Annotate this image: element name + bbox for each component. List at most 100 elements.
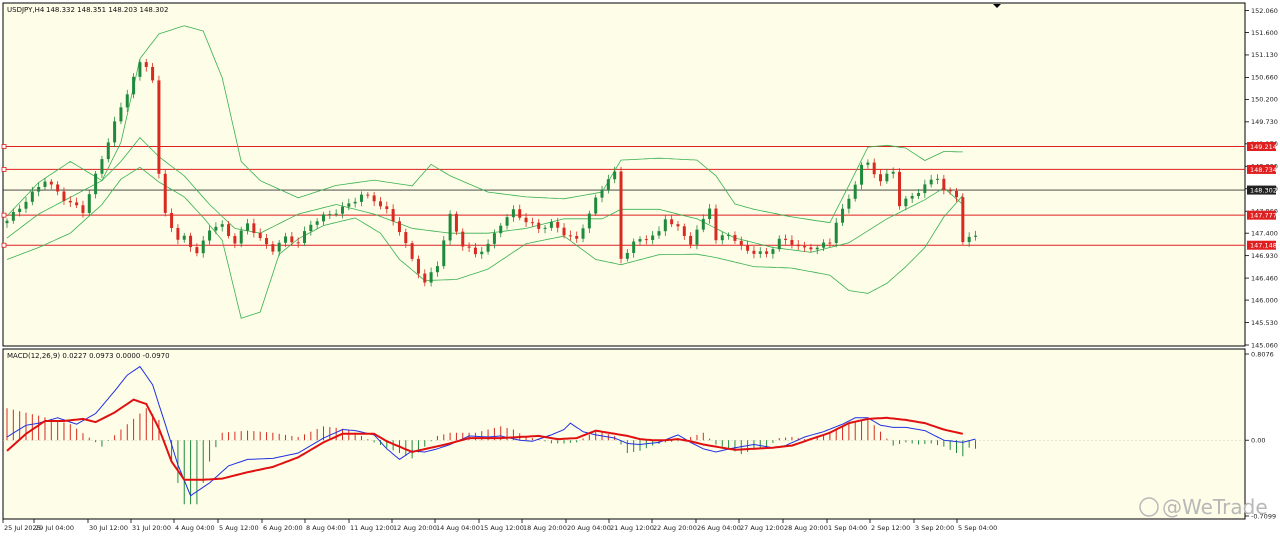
candle-body [239, 230, 243, 244]
candle-body [68, 200, 72, 203]
candle-body [796, 244, 800, 247]
candle-body [948, 190, 952, 192]
candle-body [530, 222, 534, 224]
current-price-tag [1247, 185, 1276, 195]
candle-body [879, 174, 883, 182]
candle-body [771, 249, 775, 254]
candle-body [644, 239, 648, 241]
candle-body [714, 208, 718, 241]
y-tick-label: 146.000 [1251, 296, 1278, 304]
candle-body [49, 181, 53, 185]
candle-body [910, 195, 914, 199]
candle-body [328, 214, 332, 216]
level-handle-icon [1, 242, 7, 248]
candle-body [625, 252, 629, 259]
candle-body [454, 213, 458, 232]
candle-body [549, 221, 553, 228]
candle-body [37, 186, 41, 192]
candle-body [448, 213, 452, 241]
level-price-tag [1247, 240, 1276, 250]
x-tick-label: 22 Aug 20:00 [653, 524, 697, 532]
candle-body [473, 247, 477, 255]
quote-label: 148.332 148.351 148.203 148.302 [46, 6, 168, 14]
candle-body [157, 80, 161, 174]
candle-body [416, 258, 420, 274]
candle-body [505, 217, 509, 226]
candle-body [733, 234, 737, 241]
candle-body [208, 230, 212, 241]
y-tick-label: 149.730 [1251, 118, 1278, 126]
candle-body [853, 184, 857, 199]
shift-marker-icon[interactable] [993, 4, 1001, 8]
candle-body [176, 227, 180, 240]
x-tick-label: 21 Aug 12:00 [610, 524, 654, 532]
candle-body [303, 231, 307, 243]
candle-body [277, 242, 281, 252]
candle-body [372, 195, 376, 202]
candle-body [638, 239, 642, 242]
candle-body [410, 243, 414, 259]
x-tick-label: 20 Aug 04:00 [567, 524, 611, 532]
y-tick-label: 147.400 [1251, 229, 1278, 237]
candle-body [619, 171, 623, 259]
candle-body [739, 240, 743, 246]
level-price-tag [1247, 141, 1276, 151]
x-tick-label: 25 Jul 2025 [4, 524, 41, 532]
candle-body [828, 242, 832, 244]
candle-body [423, 273, 427, 283]
candle-body [689, 235, 693, 245]
y-tick-label: 151.130 [1251, 51, 1278, 59]
candle-body [929, 179, 933, 185]
candle-body [904, 198, 908, 207]
candle-body [81, 205, 85, 213]
candle-body [815, 247, 819, 250]
candle-body [18, 208, 22, 213]
candle-body [461, 231, 465, 247]
macd-pane [2, 348, 1246, 520]
candle-body [43, 181, 47, 187]
x-tick-label: 12 Aug 20:00 [393, 524, 437, 532]
x-tick-label: 26 Aug 04:00 [697, 524, 741, 532]
candle-body [442, 240, 446, 267]
candle-body [891, 171, 895, 174]
candle-body [252, 223, 256, 233]
candle-body [822, 242, 826, 248]
candle-body [113, 121, 117, 143]
candle-body [720, 235, 724, 241]
y-tick-label: 145.530 [1251, 319, 1278, 327]
x-tick-label: 31 Jul 20:00 [132, 524, 171, 532]
candle-body [562, 227, 566, 236]
candle-body [246, 223, 250, 231]
main-pane [2, 2, 1246, 347]
macd-tick-label: 0.00 [1251, 437, 1265, 445]
candle-body [170, 212, 174, 228]
candle-body [284, 236, 288, 243]
middle-band-line [6, 136, 964, 253]
level-price-tag [1247, 210, 1276, 220]
candle-body [30, 191, 34, 202]
level-price-label: 147.777 [1250, 212, 1277, 220]
candle-body [359, 194, 363, 202]
x-tick-label: 18 Aug 20:00 [523, 524, 567, 532]
y-tick-label: 152.060 [1251, 7, 1278, 15]
candle-body [898, 171, 902, 207]
candle-body [486, 243, 490, 252]
candle-body [391, 209, 395, 222]
candle-body [265, 238, 269, 245]
candle-body [397, 221, 401, 233]
watermark: @WeTrade [1139, 495, 1268, 519]
x-tick-label: 8 Aug 04:00 [306, 524, 346, 532]
macd-main-line [6, 365, 976, 497]
current-price-label: 148.302 [1250, 187, 1277, 195]
x-tick-label: 5 Aug 12:00 [219, 524, 259, 532]
x-tick-label: 14 Aug 04:00 [436, 524, 480, 532]
candle-body [784, 238, 788, 240]
upper-band-line [6, 25, 963, 224]
candle-body [511, 209, 515, 218]
candle-body [492, 233, 496, 244]
candle-body [663, 219, 667, 232]
macd-tick-label: -0.7099 [1251, 512, 1276, 520]
level-handle-icon [1, 212, 7, 218]
candle-body [758, 251, 762, 254]
